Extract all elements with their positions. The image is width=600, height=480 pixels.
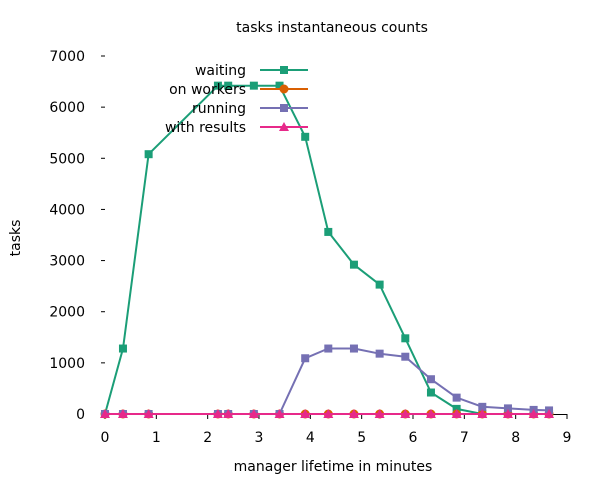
data-point-running xyxy=(478,402,487,411)
series-running xyxy=(101,344,554,418)
data-point-waiting xyxy=(144,150,153,159)
y-tick-label: 6000 xyxy=(49,100,85,116)
y-axis-label: tasks xyxy=(8,220,24,257)
data-point-running xyxy=(324,344,333,353)
x-tick-label: 5 xyxy=(357,430,366,446)
chart-title: tasks instantaneous counts xyxy=(236,20,428,36)
data-point-waiting xyxy=(224,81,233,90)
x-tick-label: 1 xyxy=(152,430,161,446)
data-point-with-results xyxy=(300,409,311,418)
data-point-running xyxy=(401,352,410,361)
data-point-running xyxy=(375,349,384,358)
data-point-waiting xyxy=(301,132,310,141)
data-point-with-results xyxy=(274,409,285,418)
legend-label-waiting: waiting xyxy=(195,63,246,79)
series-layer xyxy=(100,81,555,419)
legend: waiting on workers running with results xyxy=(165,63,308,136)
data-point-with-results xyxy=(502,409,513,418)
x-tick-label: 3 xyxy=(255,430,264,446)
data-point-waiting xyxy=(375,280,384,289)
y-tick-label: 5000 xyxy=(49,151,85,167)
y-tick-label: 3000 xyxy=(49,254,85,270)
x-tick-label: 9 xyxy=(563,430,572,446)
series-with-results xyxy=(100,409,555,418)
data-point-with-results xyxy=(143,409,154,418)
data-point-with-results xyxy=(348,409,359,418)
data-point-with-results xyxy=(323,409,334,418)
data-point-with-results xyxy=(400,409,411,418)
data-point-running xyxy=(503,404,512,413)
data-point-waiting xyxy=(324,227,333,236)
data-point-waiting xyxy=(275,81,284,90)
y-tick-label: 0 xyxy=(76,407,85,423)
data-point-with-results xyxy=(248,409,259,418)
legend-marker-with-results xyxy=(279,122,289,131)
x-tick-label: 0 xyxy=(101,430,110,446)
data-point-running xyxy=(452,393,461,402)
data-point-waiting xyxy=(349,260,358,269)
axes: 0 1000 2000 3000 4000 5000 6000 7000 0 1 2 3 4 5 6 7 8 9 xyxy=(49,49,571,446)
data-point-waiting xyxy=(213,81,222,90)
data-point-with-results xyxy=(477,409,488,418)
data-point-running xyxy=(301,354,310,363)
data-point-with-results xyxy=(212,409,223,418)
legend-label-with-results: with results xyxy=(165,120,246,136)
data-point-with-results xyxy=(425,409,436,418)
data-point-waiting xyxy=(452,404,461,413)
x-tick-label: 8 xyxy=(511,430,520,446)
x-tick-label: 4 xyxy=(306,430,315,446)
data-point-waiting xyxy=(118,344,127,353)
x-tick-label: 6 xyxy=(409,430,418,446)
data-point-with-results xyxy=(223,409,234,418)
x-tick-label: 7 xyxy=(460,430,469,446)
data-point-with-results xyxy=(451,409,462,418)
data-point-with-results xyxy=(100,409,110,418)
data-point-with-results xyxy=(374,409,385,418)
legend-label-running: running xyxy=(192,101,246,117)
data-point-waiting xyxy=(401,334,410,343)
y-tick-label: 4000 xyxy=(49,202,85,218)
data-point-waiting xyxy=(426,388,435,397)
legend-marker-on-workers xyxy=(279,84,289,94)
y-tick-label: 1000 xyxy=(49,356,85,372)
data-point-running xyxy=(349,344,358,353)
x-tick-label: 2 xyxy=(203,430,212,446)
legend-label-on-workers: on workers xyxy=(169,82,246,98)
legend-marker-waiting xyxy=(280,66,288,74)
x-axis-label: manager lifetime in minutes xyxy=(234,459,433,475)
y-tick-label: 2000 xyxy=(49,305,85,321)
data-point-waiting xyxy=(249,81,258,90)
data-point-with-results xyxy=(528,409,539,418)
data-point-with-results xyxy=(544,409,555,418)
data-point-with-results xyxy=(117,409,128,418)
data-point-running xyxy=(426,375,435,384)
y-tick-label: 7000 xyxy=(49,49,85,65)
legend-marker-running xyxy=(280,104,288,112)
